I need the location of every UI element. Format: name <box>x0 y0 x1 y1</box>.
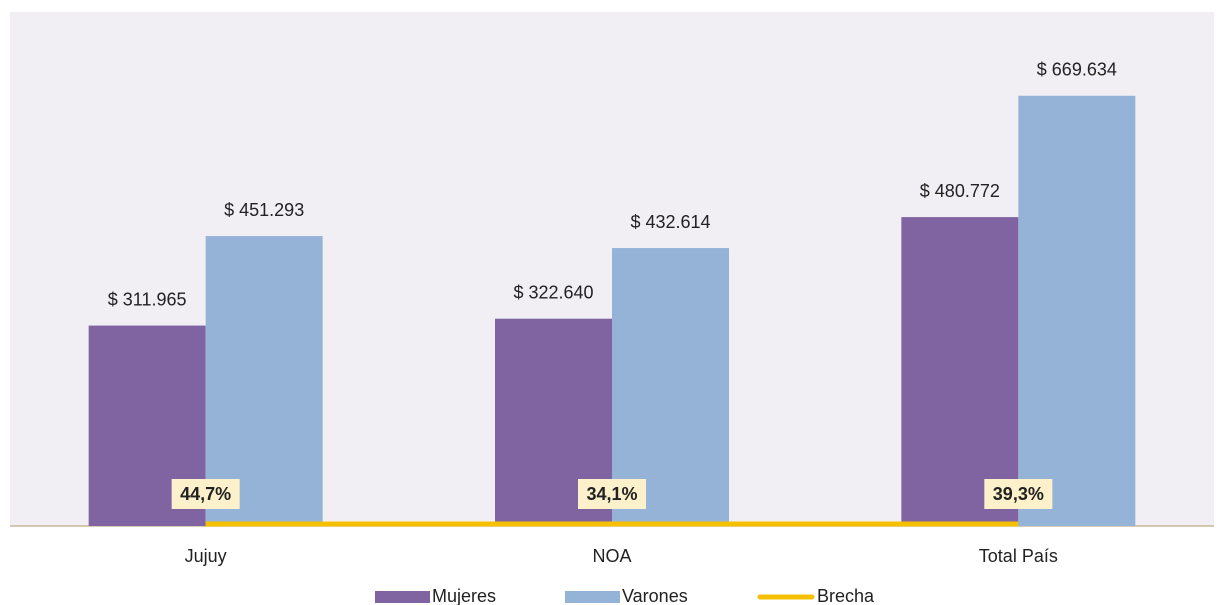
data-label: $ 480.772 <box>920 181 1000 201</box>
legend-swatch <box>565 591 620 603</box>
bar <box>205 236 323 526</box>
x-tick-label: Total País <box>979 546 1058 566</box>
data-label-box <box>171 479 240 509</box>
legend-label: Mujeres <box>432 586 496 605</box>
x-tick-label: Jujuy <box>185 546 227 566</box>
data-label: $ 451.293 <box>224 200 304 220</box>
x-tick-label: NOA <box>592 546 631 566</box>
data-label-box <box>984 479 1053 509</box>
data-label: 44,7% <box>180 484 231 504</box>
data-label: $ 669.634 <box>1037 60 1117 80</box>
legend-label: Brecha <box>817 586 875 605</box>
data-label-box <box>578 479 646 509</box>
data-label: $ 432.614 <box>630 212 710 232</box>
legend-label: Varones <box>622 586 688 605</box>
data-label: $ 311.965 <box>108 289 187 309</box>
bar <box>901 217 1019 526</box>
legend-swatch <box>375 591 430 603</box>
data-label: $ 322.640 <box>513 282 593 302</box>
data-label: 34,1% <box>586 484 637 504</box>
bar <box>1018 95 1136 526</box>
data-label: 39,3% <box>993 484 1044 504</box>
